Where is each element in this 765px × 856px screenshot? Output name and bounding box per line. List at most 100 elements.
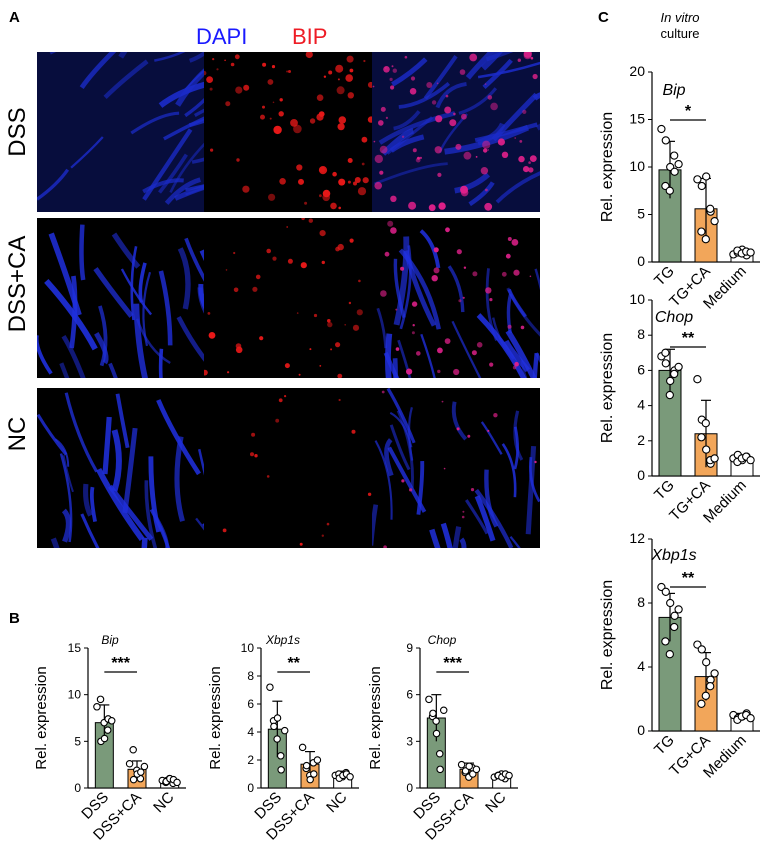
chart-c-xbp1s-ytick-label: 4 xyxy=(637,658,645,674)
chart-c-xbp1s-point xyxy=(674,605,683,614)
chart-b-xbp1s-point xyxy=(273,714,282,722)
chart-b-bip-ytick-label: 5 xyxy=(74,734,81,748)
chart-c-chop-ytick-label: 2 xyxy=(637,432,645,448)
chart-c-xbp1s-point xyxy=(702,658,711,667)
chart-c-xbp1s-title: Xbp1s xyxy=(650,547,696,564)
chart-b-chop-point xyxy=(432,729,441,738)
chart-c-bip-point xyxy=(674,159,683,169)
chart-c-xbp1s-point xyxy=(697,645,706,654)
chart-b-bip-point xyxy=(140,762,149,771)
chart-b-xbp1s-ytick-label: 2 xyxy=(247,753,254,767)
chart-b-xbp1s-point xyxy=(313,756,322,764)
chart-b-bip-ylabel: Rel. expression xyxy=(33,666,50,769)
chart-b-chop-ytick-label: 6 xyxy=(406,688,413,702)
chart-b-bip-ytick-label: 0 xyxy=(74,781,81,795)
micrograph-dss-ca-bip xyxy=(204,218,372,378)
chart-c-xbp1s-point xyxy=(701,691,710,700)
chart-c-chop-point xyxy=(665,390,674,400)
chart-c-chop-point xyxy=(670,369,679,379)
chart-c-bip-point xyxy=(702,172,711,181)
chart-b-xbp1s-title: Xbp1s xyxy=(265,633,300,647)
chart-c-chop-point xyxy=(702,445,711,454)
chart-b-xbp1s-point xyxy=(306,775,314,784)
culture-label: culture xyxy=(660,26,700,41)
chart-b-chop-point xyxy=(432,717,440,725)
chart-c-chop-point xyxy=(710,454,719,463)
chart-c-xbp1s-point xyxy=(710,669,719,678)
chart-b-bip-point xyxy=(173,778,181,787)
micrograph-dss-ca-merge xyxy=(372,218,540,378)
chart-c-chop-point xyxy=(701,419,710,428)
chart-b-bip-sig-label: *** xyxy=(111,655,130,672)
chart-b-chop-point xyxy=(436,765,444,774)
panel-letter-a: A xyxy=(9,9,20,26)
chart-b-chop-ytick-label: 3 xyxy=(406,734,413,748)
chart-b-bip-point xyxy=(129,775,138,784)
chart-c-chop-point xyxy=(674,362,683,372)
chart-c-chop-point xyxy=(661,359,670,368)
chart-c-bip-point xyxy=(706,204,715,213)
chart-b-bip-point xyxy=(125,759,134,768)
chart-b-chop-point xyxy=(465,762,473,770)
chart-b-bip-point xyxy=(96,695,105,704)
chart-c-chop-category-0: TG xyxy=(651,477,678,504)
chart-c-chop-ylabel: Rel. expression xyxy=(599,333,616,443)
micrograph-nc-bip xyxy=(204,388,372,548)
chart-c-bip-point xyxy=(665,186,674,195)
chart-b-chop-point xyxy=(457,760,466,769)
chart-b-xbp1s-ylabel: Rel. expression xyxy=(207,666,224,769)
chart-b-xbp1s-ytick-label: 8 xyxy=(247,669,254,683)
chart-b-xbp1s-ytick-label: 6 xyxy=(247,697,254,711)
chart-b-xbp1s-point xyxy=(266,683,274,691)
chart-b-xbp1s-ytick-label: 4 xyxy=(247,725,254,739)
chart-b-chop-ylabel: Rel. expression xyxy=(367,666,384,769)
chart-c-chop-title: Chop xyxy=(655,309,693,326)
chart-b-bip-point xyxy=(103,726,112,734)
chart-c-bip-ytick-label: 0 xyxy=(637,253,645,269)
chart-c-xbp1s-point xyxy=(746,714,755,723)
chart-c-bip-ytick-label: 5 xyxy=(637,206,645,222)
chart-c-xbp1s-ytick-label: 0 xyxy=(637,722,645,738)
chart-b-bip-title: Bip xyxy=(101,633,119,647)
chart-c-bip-point xyxy=(697,181,706,191)
chart-b-xbp1s-point xyxy=(273,735,281,743)
chart-c-bip-point xyxy=(670,167,679,176)
chart-c-chop-ytick-label: 6 xyxy=(637,361,645,377)
chart-c-bip-point xyxy=(746,248,755,257)
chart-c-bip-ytick-label: 15 xyxy=(629,111,645,127)
chart-b-xbp1s-ytick-label: 0 xyxy=(247,781,254,795)
chart-c-chop-ytick-label: 0 xyxy=(637,467,645,483)
chart-c-bip-title: Bip xyxy=(662,82,685,99)
micrograph-dss-bip xyxy=(204,52,372,212)
chart-b-chop-category-2: NC xyxy=(482,789,509,816)
panel-letter-c: C xyxy=(598,9,609,26)
chart-c-bip-point xyxy=(710,216,719,226)
chart-b-bip-point xyxy=(93,703,101,711)
chart-c-chop-point xyxy=(661,348,670,357)
chart-b-chop-ytick-label: 0 xyxy=(406,781,413,795)
panel-c-header: In vitro culture xyxy=(635,10,725,42)
chart-b-chop-point xyxy=(472,765,481,774)
chart-c-chop-sig-label: ** xyxy=(682,330,695,347)
dapi-label: DAPI xyxy=(196,24,248,49)
chart-c-bip-point xyxy=(657,124,666,134)
chart-b-chop-point xyxy=(439,706,448,714)
chart-b-xbp1s-point xyxy=(270,722,278,731)
chart-c-bip-point xyxy=(670,151,679,160)
chart-c-chop-ytick-label: 10 xyxy=(629,291,645,307)
chart-c-chop-point xyxy=(693,375,702,384)
chart-b-chop-point xyxy=(429,709,437,718)
chart-c-xbp1s-point xyxy=(665,650,674,659)
chart-b-xbp1s-sig-label: ** xyxy=(287,655,300,672)
chart-c-xbp1s-point xyxy=(706,682,715,691)
chart-c-chop-point xyxy=(746,456,755,465)
chart-c-xbp1s-point xyxy=(661,637,670,646)
chart-c-chop-ytick-label: 4 xyxy=(637,397,645,413)
chart-b-xbp1s-point xyxy=(280,726,289,735)
chart-b-bip-category-2: NC xyxy=(150,789,177,816)
micrograph-nc-merge xyxy=(372,388,540,548)
chart-b-xbp1s-point xyxy=(346,773,354,781)
chart-c-xbp1s-point xyxy=(661,587,670,596)
micrograph-dss-dapi xyxy=(37,52,205,212)
chart-c-xbp1s-point xyxy=(666,598,675,608)
